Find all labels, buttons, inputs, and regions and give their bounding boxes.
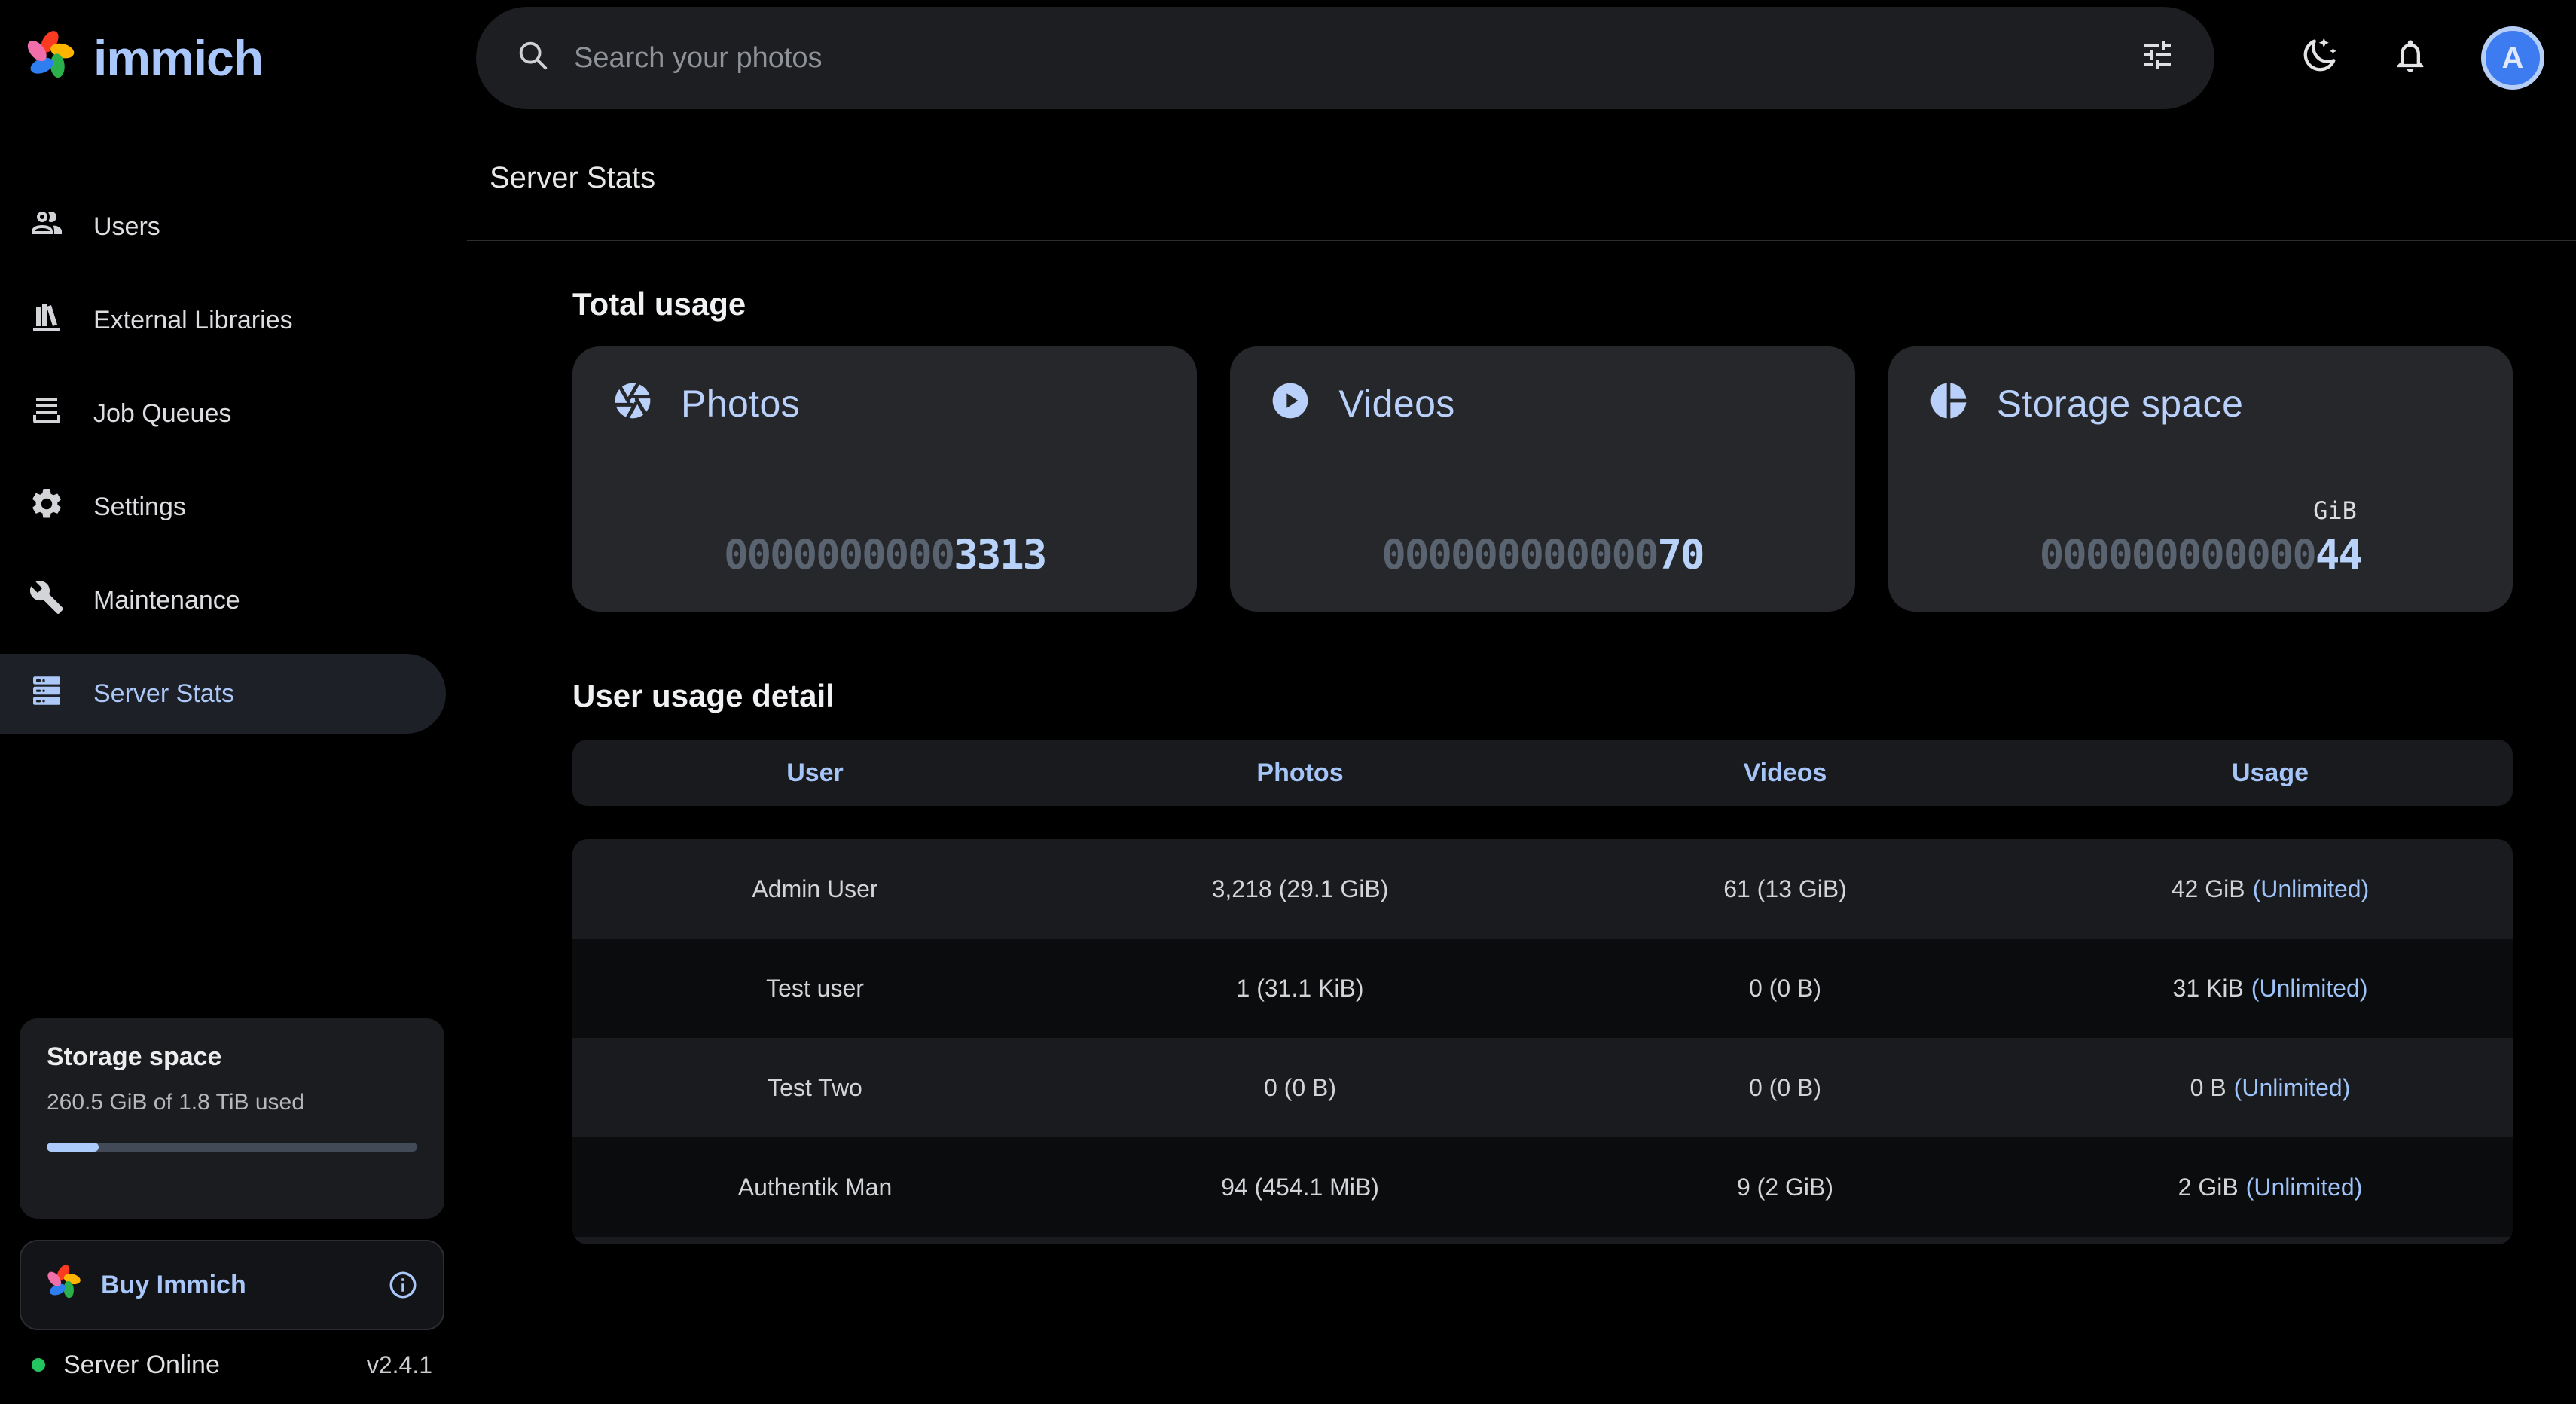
camera-iris-icon	[612, 380, 654, 428]
bookshelf-icon	[29, 299, 65, 342]
sidebar-item-users[interactable]: Users	[0, 187, 467, 267]
top-bar: immich Search your photos	[0, 0, 2576, 116]
storage-panel-title: Storage space	[47, 1042, 222, 1071]
cell-photos: 3,218 (29.1 GiB)	[1211, 874, 1389, 902]
wrench-icon	[29, 579, 65, 622]
gear-icon	[29, 486, 65, 529]
online-status-dot	[32, 1358, 45, 1372]
bell-icon	[2391, 36, 2430, 81]
usage-table-body: Admin User 3,218 (29.1 GiB) 61 (13 GiB) …	[572, 839, 2513, 1244]
cell-videos: 61 (13 GiB)	[1723, 874, 1847, 902]
cell-usage: 2 GiB (Unlimited)	[2178, 1173, 2363, 1201]
photos-count: 00000000003313	[724, 531, 1047, 578]
pie-chart-icon	[1927, 380, 1970, 428]
total-usage-cards: Photos 00000000003313	[572, 346, 2513, 612]
buy-immich-button[interactable]: Buy Immich	[20, 1240, 444, 1330]
sidebar-item-settings[interactable]: Settings	[0, 467, 467, 547]
storage-space-panel: Storage space 260.5 GiB of 1.8 TiB used	[20, 1018, 444, 1219]
search-icon	[515, 38, 550, 78]
storage-stat-card: Storage space GiB 00000000000044	[1888, 346, 2513, 612]
column-header-videos: Videos	[1743, 758, 1827, 787]
search-bar[interactable]: Search your photos	[476, 7, 2214, 109]
cell-videos: 9 (2 GiB)	[1736, 1173, 1834, 1201]
moon-stars-icon	[2299, 35, 2339, 81]
sidebar-item-job-queues[interactable]: Job Queues	[0, 374, 467, 453]
server-rack-icon	[29, 673, 65, 716]
cell-user: Test Two	[768, 1073, 862, 1101]
table-row: Authentik Man 94 (454.1 MiB) 9 (2 GiB) 2…	[572, 1137, 2513, 1237]
sidebar-item-label: Settings	[93, 492, 186, 521]
card-title: Videos	[1338, 383, 1455, 425]
usage-table-header: User Photos Videos Usage	[572, 740, 2513, 806]
storage-usage-text: 260.5 GiB of 1.8 TiB used	[47, 1090, 304, 1115]
immich-flower-icon	[45, 1264, 81, 1306]
play-circle-icon	[1269, 380, 1311, 428]
photos-stat-card: Photos 00000000003313	[572, 346, 1198, 612]
cell-photos: 1 (31.1 KiB)	[1236, 974, 1364, 1002]
cell-videos: 0 (0 B)	[1748, 974, 1822, 1002]
cell-user: Authentik Man	[737, 1173, 893, 1201]
cell-usage: 0 B (Unlimited)	[2190, 1073, 2351, 1101]
cell-user: Test user	[766, 974, 864, 1002]
server-status-label: Server Online	[63, 1350, 220, 1379]
immich-flower-icon	[24, 29, 75, 87]
content-area: Server Stats Total usage	[467, 116, 2576, 1404]
videos-stat-card: Videos 00000000000070	[1230, 346, 1855, 612]
card-title: Photos	[681, 383, 801, 425]
server-status: Server Online v2.4.1	[20, 1341, 444, 1389]
storage-progress-fill	[47, 1143, 99, 1152]
sidebar-item-label: Job Queues	[93, 398, 232, 428]
info-icon[interactable]	[387, 1269, 419, 1301]
table-row: Test user 1 (31.1 KiB) 0 (0 B) 31 KiB (Un…	[572, 939, 2513, 1038]
top-bar-actions: A	[2214, 26, 2576, 90]
search-input[interactable]: Search your photos	[574, 41, 823, 74]
card-title: Storage space	[1996, 383, 2244, 425]
page-title: Server Stats	[490, 160, 656, 194]
app-title: immich	[93, 30, 264, 86]
videos-count: 00000000000070	[1381, 531, 1705, 578]
theme-toggle-button[interactable]	[2299, 35, 2339, 81]
cell-photos: 0 (0 B)	[1263, 1073, 1337, 1101]
notifications-button[interactable]	[2391, 36, 2430, 81]
cell-usage: 42 GiB (Unlimited)	[2171, 874, 2370, 902]
storage-unit-label: GiB	[2313, 496, 2357, 525]
search-filters-icon[interactable]	[2139, 37, 2175, 79]
page-header: Server Stats	[467, 116, 2576, 241]
storage-count: GiB 00000000000044	[2039, 496, 2363, 578]
cell-videos: 0 (0 B)	[1748, 1073, 1822, 1101]
table-row: Admin User 3,218 (29.1 GiB) 61 (13 GiB) …	[572, 839, 2513, 939]
sidebar-item-label: External Libraries	[93, 305, 293, 334]
server-version: v2.4.1	[366, 1351, 432, 1378]
cell-photos: 94 (454.1 MiB)	[1221, 1173, 1379, 1201]
user-usage-heading: User usage detail	[572, 678, 835, 713]
sidebar-item-server-stats[interactable]: Server Stats	[0, 654, 446, 734]
cell-usage: 31 KiB (Unlimited)	[2172, 974, 2368, 1002]
sidebar-item-label: Maintenance	[93, 585, 240, 615]
sidebar-item-external-libraries[interactable]: External Libraries	[0, 280, 467, 360]
cell-user: Admin User	[752, 874, 878, 902]
column-header-user: User	[786, 758, 844, 787]
table-row: Test Two 0 (0 B) 0 (0 B) 0 B (Unlimited)	[572, 1038, 2513, 1137]
account-button[interactable]: A	[2481, 26, 2544, 90]
column-header-photos: Photos	[1256, 758, 1344, 787]
column-header-usage: Usage	[2231, 758, 2309, 787]
storage-progress-bar	[47, 1143, 417, 1152]
avatar: A	[2481, 26, 2544, 90]
buy-immich-label: Buy Immich	[101, 1270, 246, 1299]
tray-icon	[29, 392, 65, 435]
users-icon	[29, 206, 65, 249]
admin-sidebar: Users External Libraries Job Queues	[0, 116, 467, 1404]
sidebar-item-label: Users	[93, 212, 160, 241]
immich-logo[interactable]: immich	[0, 29, 476, 87]
sidebar-item-maintenance[interactable]: Maintenance	[0, 560, 467, 640]
total-usage-heading: Total usage	[572, 286, 746, 322]
sidebar-item-label: Server Stats	[93, 679, 235, 708]
